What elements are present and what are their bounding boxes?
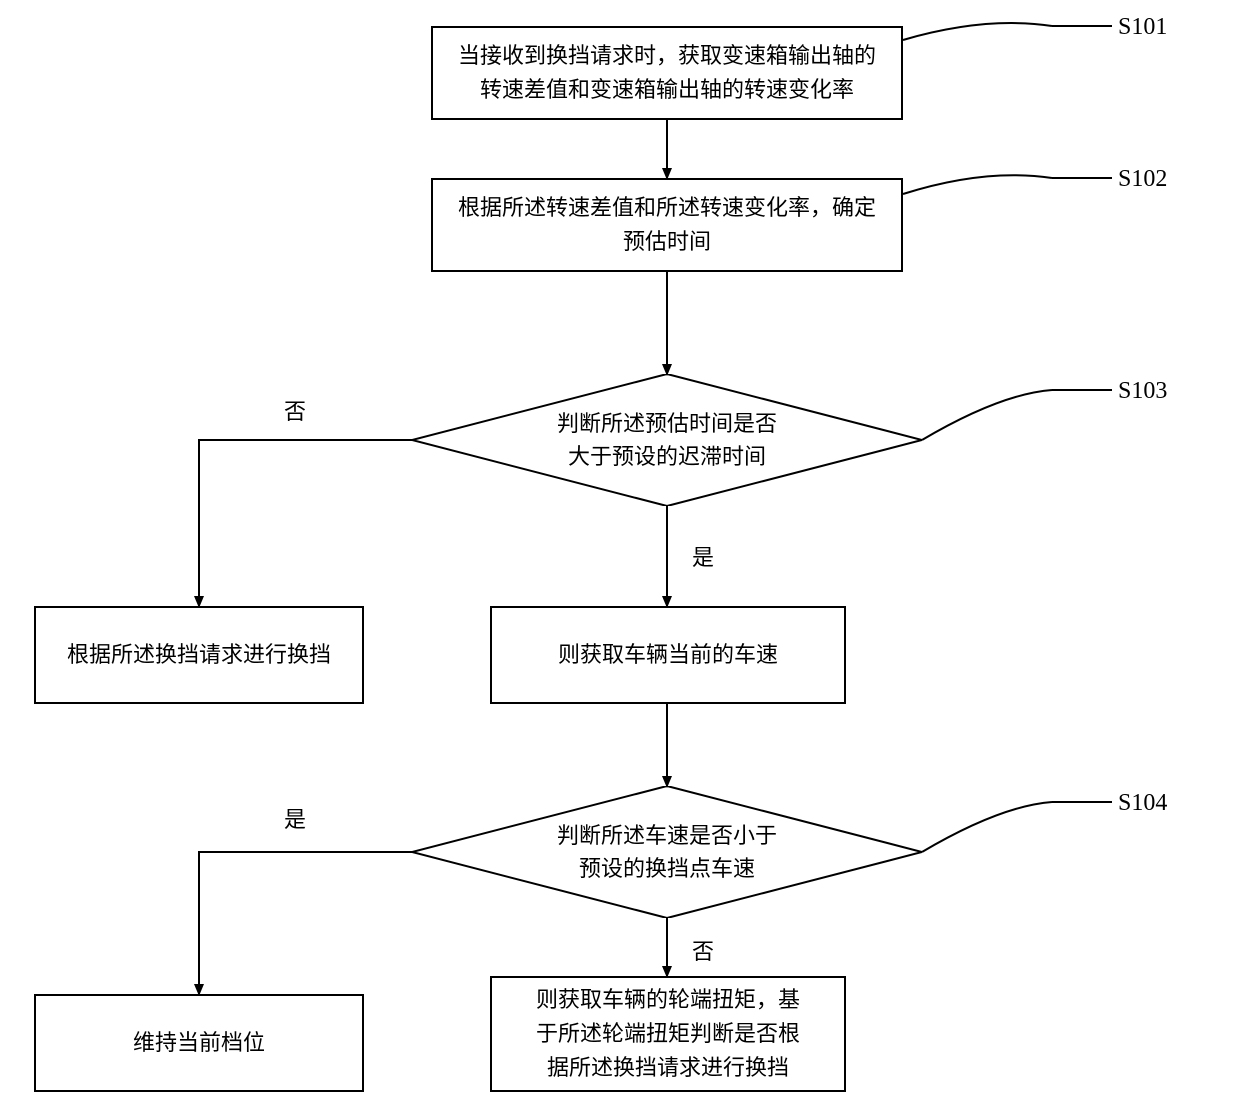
edge-label-yes-1-text: 是 bbox=[692, 545, 714, 570]
step-label-s102-text: S102 bbox=[1118, 166, 1167, 192]
process-get-speed-text: 则获取车辆当前的车速 bbox=[558, 638, 778, 672]
step-label-s102: S102 bbox=[1118, 166, 1167, 193]
process-shift-text: 根据所述换挡请求进行换挡 bbox=[67, 638, 331, 672]
edge-label-yes-2: 是 bbox=[284, 802, 306, 834]
arrows-layer bbox=[0, 0, 1240, 1111]
step-label-s101: S101 bbox=[1118, 14, 1167, 41]
process-keep-gear: 维持当前档位 bbox=[34, 994, 364, 1092]
process-s101: 当接收到换挡请求时，获取变速箱输出轴的转速差值和变速箱输出轴的转速变化率 bbox=[431, 26, 903, 120]
process-s101-text: 当接收到换挡请求时，获取变速箱输出轴的转速差值和变速箱输出轴的转速变化率 bbox=[458, 39, 876, 107]
edge-label-yes-1: 是 bbox=[692, 540, 714, 572]
process-torque: 则获取车辆的轮端扭矩，基于所述轮端扭矩判断是否根据所述换挡请求进行换挡 bbox=[490, 976, 846, 1092]
edge-label-yes-2-text: 是 bbox=[284, 807, 306, 832]
process-torque-text: 则获取车辆的轮端扭矩，基于所述轮端扭矩判断是否根据所述换挡请求进行换挡 bbox=[536, 983, 800, 1085]
edge-label-no-2-text: 否 bbox=[692, 939, 714, 964]
process-shift: 根据所述换挡请求进行换挡 bbox=[34, 606, 364, 704]
process-get-speed: 则获取车辆当前的车速 bbox=[490, 606, 846, 704]
process-s102-text: 根据所述转速差值和所述转速变化率，确定预估时间 bbox=[458, 191, 876, 259]
decision-s104: 判断所述车速是否小于预设的换挡点车速 bbox=[412, 786, 922, 918]
edge-label-no-1-text: 否 bbox=[284, 399, 306, 424]
step-label-s103: S103 bbox=[1118, 378, 1167, 405]
step-label-s104: S104 bbox=[1118, 790, 1167, 817]
edge-label-no-2: 否 bbox=[692, 934, 714, 966]
decision-s104-text: 判断所述车速是否小于预设的换挡点车速 bbox=[557, 819, 777, 885]
decision-s103-text: 判断所述预估时间是否大于预设的迟滞时间 bbox=[557, 407, 777, 473]
process-keep-gear-text: 维持当前档位 bbox=[133, 1026, 265, 1060]
step-label-s101-text: S101 bbox=[1118, 14, 1167, 40]
step-label-s104-text: S104 bbox=[1118, 790, 1167, 816]
edge-label-no-1: 否 bbox=[284, 394, 306, 426]
decision-s103: 判断所述预估时间是否大于预设的迟滞时间 bbox=[412, 374, 922, 506]
flowchart-canvas: 当接收到换挡请求时，获取变速箱输出轴的转速差值和变速箱输出轴的转速变化率 根据所… bbox=[0, 0, 1240, 1111]
step-label-s103-text: S103 bbox=[1118, 378, 1167, 404]
process-s102: 根据所述转速差值和所述转速变化率，确定预估时间 bbox=[431, 178, 903, 272]
